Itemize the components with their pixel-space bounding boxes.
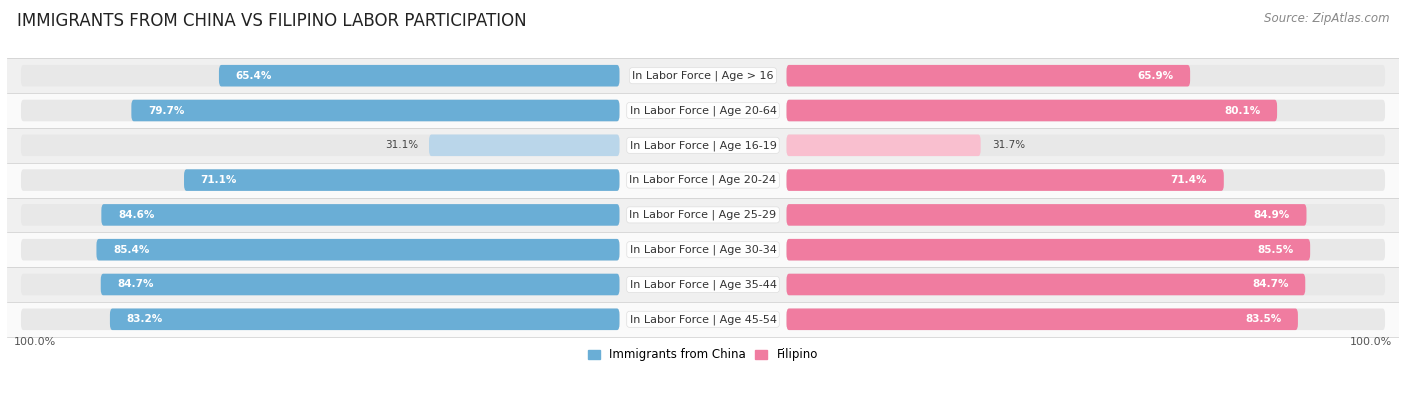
Text: In Labor Force | Age 25-29: In Labor Force | Age 25-29 [630,210,776,220]
FancyBboxPatch shape [21,274,620,295]
Text: 65.9%: 65.9% [1137,71,1174,81]
Text: 100.0%: 100.0% [1350,337,1392,347]
Text: 84.7%: 84.7% [1253,280,1288,290]
Legend: Immigrants from China, Filipino: Immigrants from China, Filipino [588,348,818,361]
FancyBboxPatch shape [21,308,620,330]
Text: 84.9%: 84.9% [1254,210,1289,220]
FancyBboxPatch shape [21,169,620,191]
FancyBboxPatch shape [21,204,620,226]
FancyBboxPatch shape [101,204,620,226]
Text: 83.5%: 83.5% [1244,314,1281,324]
Bar [7,58,1399,93]
FancyBboxPatch shape [786,100,1277,121]
Text: IMMIGRANTS FROM CHINA VS FILIPINO LABOR PARTICIPATION: IMMIGRANTS FROM CHINA VS FILIPINO LABOR … [17,12,526,30]
FancyBboxPatch shape [786,204,1306,226]
Text: 31.7%: 31.7% [991,140,1025,150]
Text: In Labor Force | Age 16-19: In Labor Force | Age 16-19 [630,140,776,150]
Text: In Labor Force | Age 20-64: In Labor Force | Age 20-64 [630,105,776,116]
FancyBboxPatch shape [101,274,620,295]
Text: 85.4%: 85.4% [112,245,149,255]
FancyBboxPatch shape [786,308,1385,330]
FancyBboxPatch shape [786,239,1385,260]
FancyBboxPatch shape [786,169,1223,191]
Text: 79.7%: 79.7% [148,105,184,115]
FancyBboxPatch shape [786,100,1385,121]
Text: In Labor Force | Age 30-34: In Labor Force | Age 30-34 [630,245,776,255]
FancyBboxPatch shape [786,135,1385,156]
Bar [7,267,1399,302]
Bar [7,93,1399,128]
Text: 84.7%: 84.7% [118,280,153,290]
Text: 100.0%: 100.0% [14,337,56,347]
FancyBboxPatch shape [786,239,1310,260]
FancyBboxPatch shape [21,100,620,121]
FancyBboxPatch shape [97,239,620,260]
Text: 71.4%: 71.4% [1171,175,1208,185]
Bar [7,198,1399,232]
Bar [7,128,1399,163]
FancyBboxPatch shape [21,65,620,87]
FancyBboxPatch shape [786,308,1298,330]
FancyBboxPatch shape [21,239,620,260]
Text: In Labor Force | Age 35-44: In Labor Force | Age 35-44 [630,279,776,290]
FancyBboxPatch shape [786,135,980,156]
Text: 71.1%: 71.1% [201,175,238,185]
FancyBboxPatch shape [110,308,620,330]
FancyBboxPatch shape [786,65,1189,87]
Text: In Labor Force | Age > 16: In Labor Force | Age > 16 [633,70,773,81]
Text: In Labor Force | Age 45-54: In Labor Force | Age 45-54 [630,314,776,325]
Text: Source: ZipAtlas.com: Source: ZipAtlas.com [1264,12,1389,25]
FancyBboxPatch shape [184,169,620,191]
Bar [7,302,1399,337]
Text: 80.1%: 80.1% [1225,105,1260,115]
Text: In Labor Force | Age 20-24: In Labor Force | Age 20-24 [630,175,776,185]
FancyBboxPatch shape [786,274,1385,295]
Text: 83.2%: 83.2% [127,314,163,324]
Text: 31.1%: 31.1% [385,140,418,150]
FancyBboxPatch shape [786,204,1385,226]
Bar [7,232,1399,267]
FancyBboxPatch shape [786,274,1305,295]
Text: 85.5%: 85.5% [1257,245,1294,255]
Text: 84.6%: 84.6% [118,210,155,220]
Text: 65.4%: 65.4% [236,71,271,81]
FancyBboxPatch shape [786,65,1385,87]
FancyBboxPatch shape [429,135,620,156]
FancyBboxPatch shape [21,135,620,156]
FancyBboxPatch shape [131,100,620,121]
FancyBboxPatch shape [786,169,1385,191]
Bar [7,163,1399,198]
FancyBboxPatch shape [219,65,620,87]
